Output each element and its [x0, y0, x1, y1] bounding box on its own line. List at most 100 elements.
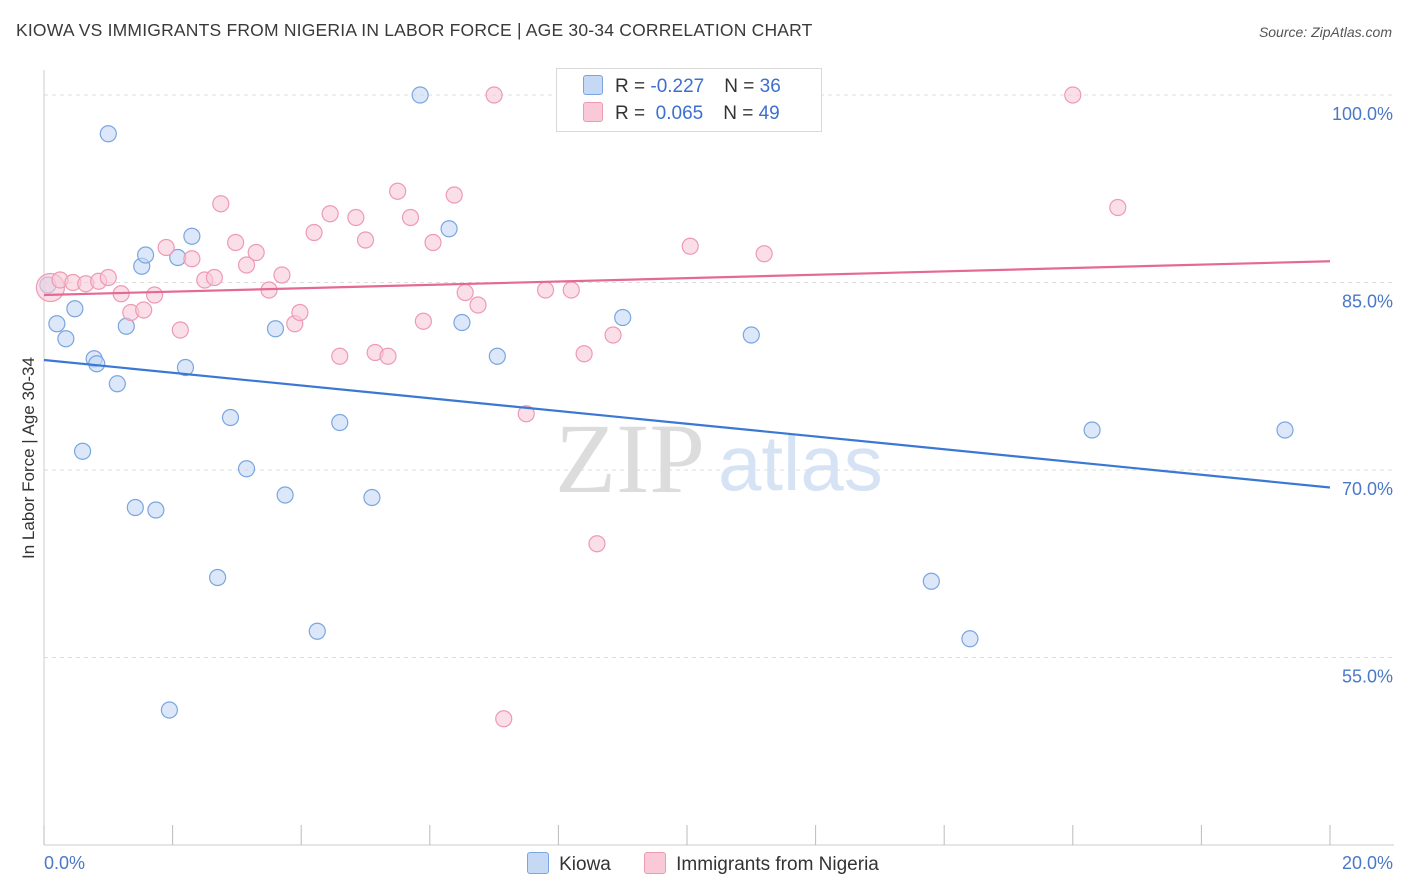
kiowa-point: [209, 568, 227, 587]
series-legend: Kiowa Immigrants from Nigeria: [0, 852, 1406, 876]
kiowa-point: [108, 375, 126, 393]
kiowa-point: [48, 315, 66, 333]
tick-labels: 100.0% 85.0% 70.0% 55.0% 0.0% 20.0%: [44, 104, 1393, 873]
trend-lines: [43, 260, 1331, 489]
kiowa-trend-line: [43, 358, 1331, 489]
nigeria-point: [495, 710, 513, 728]
stats-legend: R = -0.227 N = 36 R = 0.065 N = 49: [556, 68, 822, 132]
kiowa-point: [453, 313, 471, 332]
nigeria-point: [485, 86, 503, 104]
y-tick-label-0: 100.0%: [1332, 104, 1393, 124]
nigeria-point: [588, 535, 606, 553]
nigeria-point: [1064, 86, 1082, 104]
kiowa-point: [331, 413, 349, 432]
watermark-zip: ZIP: [555, 403, 705, 514]
kiowa-point: [1083, 421, 1101, 439]
kiowa-point: [176, 358, 195, 377]
legend-swatch-kiowa: [583, 75, 603, 95]
kiowa-point: [136, 246, 155, 264]
kiowa-point: [66, 300, 84, 318]
axes: [43, 70, 1394, 846]
kiowa-point: [160, 701, 178, 719]
kiowa-point: [922, 572, 940, 590]
y-tick-label-3: 55.0%: [1342, 667, 1393, 687]
legend-swatch-nigeria: [583, 102, 603, 122]
legend-n-label: N =: [723, 103, 759, 124]
legend-row-nigeria: R = 0.065 N = 49: [583, 102, 780, 125]
watermark: ZIP atlas: [555, 403, 883, 514]
nigeria-point: [536, 281, 555, 299]
nigeria-point: [414, 312, 432, 330]
chart-title: KIOWA VS IMMIGRANTS FROM NIGERIA IN LABO…: [16, 20, 813, 40]
nigeria-point: [517, 405, 535, 423]
nigeria-point: [247, 243, 265, 262]
nigeria-point: [379, 347, 397, 365]
legend-r-label: R =: [615, 103, 651, 124]
nigeria-point: [135, 301, 153, 319]
kiowa-point: [411, 86, 429, 104]
series-legend-label: Kiowa: [559, 854, 611, 875]
kiowa-point: [266, 320, 285, 338]
kiowa-point: [363, 488, 381, 507]
kiowa-point: [276, 486, 294, 504]
kiowa-point: [488, 347, 506, 365]
legend-n-label: N =: [724, 76, 760, 97]
series-swatch-kiowa: [527, 852, 550, 874]
nigeria-point: [321, 205, 339, 223]
nigeria-point: [681, 237, 699, 255]
nigeria-point: [445, 186, 463, 204]
kiowa-point: [614, 308, 632, 327]
nigeria-point: [347, 208, 365, 227]
nigeria-point: [145, 286, 164, 304]
legend-r-value-kiowa: -0.227: [650, 76, 705, 97]
nigeria-point: [356, 231, 375, 249]
y-axis-label: In Labor Force | Age 30-34: [19, 357, 38, 559]
nigeria-point: [183, 250, 201, 268]
nigeria-point: [291, 303, 309, 322]
kiowa-point: [183, 227, 201, 245]
nigeria-point: [273, 266, 291, 284]
kiowa-point: [221, 408, 240, 427]
nigeria-point: [237, 256, 256, 274]
nigeria-point: [424, 233, 442, 252]
nigeria-point: [171, 321, 189, 339]
nigeria-point: [575, 345, 593, 363]
nigeria-trend-line: [43, 260, 1331, 297]
nigeria-point: [755, 245, 773, 263]
series-swatch-nigeria: [644, 852, 667, 874]
nigeria-point: [1109, 198, 1127, 217]
kiowa-point: [99, 125, 117, 143]
nigeria-point: [331, 347, 349, 365]
legend-r-value-nigeria: 0.065: [650, 103, 704, 124]
kiowa-point: [73, 442, 92, 460]
kiowa-point: [57, 330, 75, 348]
x-tick-label-end: 20.0%: [1342, 853, 1393, 873]
y-tick-label-2: 70.0%: [1342, 479, 1393, 499]
legend-n-value-kiowa: 36: [759, 76, 781, 97]
watermark-atlas: atlas: [718, 419, 883, 507]
nigeria-point: [157, 238, 175, 257]
nigeria-point: [401, 208, 420, 227]
kiowa-point: [308, 622, 326, 640]
nigeria-point: [305, 223, 323, 242]
source-credit: Source: ZipAtlas.com: [1258, 24, 1392, 40]
nigeria-point: [99, 268, 117, 287]
x-tick-label-start: 0.0%: [44, 853, 85, 873]
kiowa-point: [147, 501, 165, 519]
kiowa-point: [237, 460, 256, 478]
nigeria-point: [604, 326, 622, 344]
legend-n-value-nigeria: 49: [758, 103, 780, 124]
kiowa-point: [126, 498, 144, 517]
nigeria-point: [212, 195, 230, 213]
nigeria-point: [562, 281, 580, 299]
series-legend-label: Immigrants from Nigeria: [676, 854, 879, 875]
series-legend-kiowa: Kiowa: [527, 852, 611, 876]
gridlines: [44, 94, 1394, 658]
kiowa-point: [961, 630, 979, 648]
kiowa-point: [1276, 421, 1294, 439]
kiowa-point: [440, 220, 458, 238]
kiowa-points: [39, 86, 1294, 719]
y-tick-label-1: 85.0%: [1342, 292, 1393, 312]
nigeria-point: [456, 283, 474, 302]
